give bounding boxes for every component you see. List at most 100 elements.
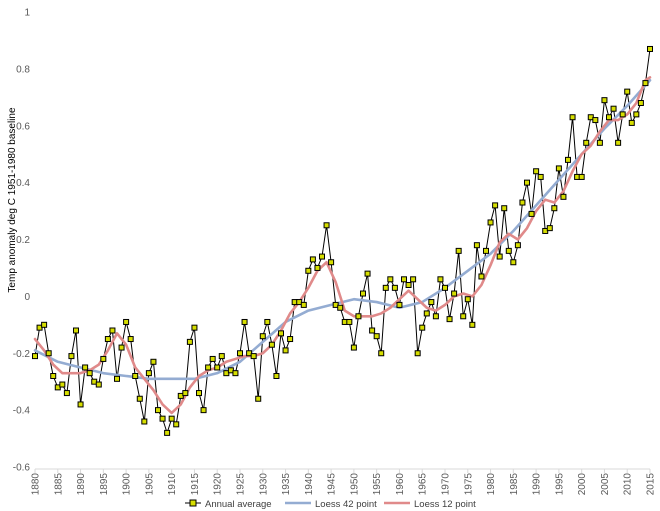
annual-point — [423, 310, 430, 317]
annual-point — [624, 88, 631, 95]
x-tick-label: 1890 — [76, 473, 87, 496]
x-tick-label: 1955 — [372, 473, 383, 496]
annual-point — [405, 282, 412, 288]
annual-point — [628, 119, 635, 126]
annual-point — [378, 350, 385, 357]
annual-point — [278, 330, 284, 337]
annual-point — [615, 139, 622, 146]
annual-point — [496, 253, 503, 260]
annual-point — [382, 284, 389, 291]
annual-point — [442, 284, 448, 291]
annual-point — [401, 276, 407, 283]
annual-point — [519, 199, 526, 206]
annual-point — [473, 242, 480, 249]
annual-point — [514, 242, 521, 249]
legend-annual-label: Annual average — [205, 499, 272, 510]
x-tick-label: 1935 — [281, 473, 292, 496]
legend-loess42-label: Loess 42 point — [315, 499, 377, 510]
annual-point — [114, 375, 120, 382]
annual-point — [619, 111, 626, 118]
x-tick-label: 1965 — [418, 473, 429, 496]
x-tick-label: 1950 — [349, 473, 360, 496]
x-tick-label: 1930 — [258, 473, 269, 496]
annual-point — [136, 395, 143, 402]
annual-point — [637, 100, 644, 106]
x-tick-label: 2005 — [600, 473, 611, 496]
annual-point — [173, 421, 180, 428]
annual-point — [141, 418, 148, 425]
series-loess-12-line — [33, 76, 652, 415]
annual-point — [214, 364, 221, 371]
y-tick-label: 0.4 — [16, 178, 30, 189]
annual-point — [191, 324, 198, 331]
annual-point — [237, 350, 243, 357]
annual-point — [59, 381, 66, 388]
annual-point — [483, 247, 489, 254]
x-tick-label: 2000 — [577, 473, 588, 496]
annual-point — [432, 313, 439, 320]
annual-point — [596, 139, 603, 146]
annual-point — [282, 347, 289, 354]
annual-point — [150, 358, 157, 365]
annual-point — [232, 370, 239, 377]
annual-point — [100, 355, 107, 362]
annual-point — [41, 321, 48, 328]
annual-point — [63, 390, 70, 397]
annual-point — [437, 276, 444, 283]
annual-point — [45, 350, 52, 357]
annual-point — [250, 353, 257, 360]
x-tick-label: 1920 — [213, 473, 224, 496]
annual-point — [592, 117, 599, 124]
annual-point — [168, 415, 175, 422]
annual-point — [73, 327, 79, 334]
annual-point — [606, 114, 612, 121]
annual-point — [505, 247, 512, 254]
annual-point — [109, 327, 116, 334]
annual-point — [524, 179, 530, 186]
annual-point — [610, 105, 617, 112]
series-layer — [32, 45, 653, 436]
annual-point — [410, 276, 417, 283]
x-tick-label: 1910 — [167, 473, 178, 496]
annual-point — [460, 313, 467, 320]
annual-point — [82, 364, 89, 371]
annual-point — [455, 247, 462, 254]
annual-point — [86, 370, 93, 377]
x-tick-label: 1905 — [144, 473, 155, 496]
annual-point — [218, 353, 225, 360]
annual-point — [533, 168, 540, 175]
annual-point — [127, 336, 134, 343]
x-tick-label: 1945 — [327, 473, 338, 496]
y-tick-label: 1 — [24, 8, 30, 19]
x-tick-label: 1970 — [441, 473, 452, 496]
annual-point — [414, 350, 421, 357]
annual-point — [510, 259, 517, 266]
annual-point — [32, 353, 38, 360]
annual-point — [50, 373, 57, 379]
annual-point — [369, 327, 376, 334]
annual-point — [355, 313, 362, 320]
annual-point — [241, 318, 248, 325]
annual-point — [123, 318, 130, 325]
x-tick-label: 1990 — [532, 473, 543, 496]
annual-point — [319, 253, 325, 260]
x-tick-label: 1915 — [190, 473, 201, 496]
annual-point — [259, 333, 266, 340]
annual-point — [583, 139, 590, 146]
annual-point — [104, 336, 111, 343]
annual-point — [360, 290, 366, 297]
x-tick-label: 1895 — [99, 473, 110, 496]
annual-point — [268, 341, 275, 348]
annual-point — [647, 45, 653, 52]
annual-point — [164, 429, 171, 436]
annual-point — [560, 193, 567, 200]
x-tick-label: 1885 — [53, 473, 64, 496]
annual-point — [305, 267, 312, 274]
annual-point — [186, 338, 193, 345]
x-tick-label: 1900 — [122, 473, 133, 496]
annual-point — [287, 336, 294, 343]
y-tick-label: 0.8 — [16, 64, 30, 75]
annual-point — [487, 219, 494, 226]
axes: -0.6 -0.4 -0.2 0 0.2 0.4 0.6 0.8 1 1880 1885 1890 18… — [13, 8, 657, 496]
